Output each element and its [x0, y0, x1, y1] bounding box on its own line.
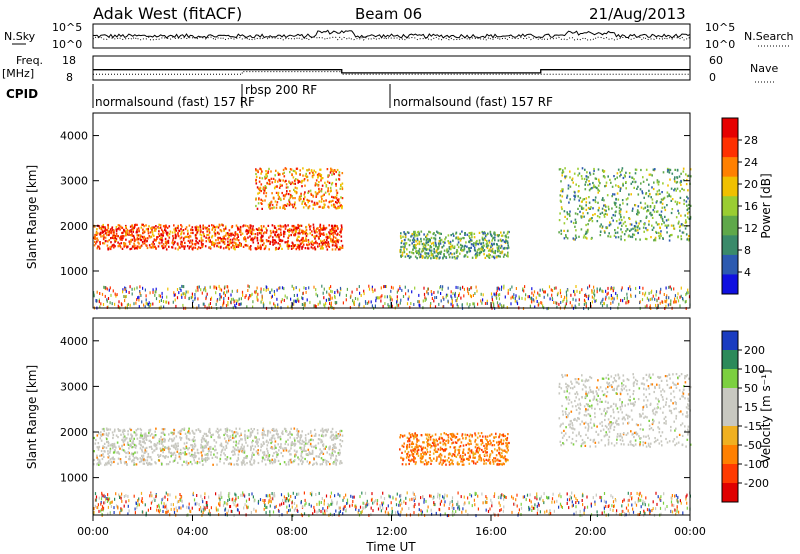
velocity-colorbar-swatch-7	[722, 464, 738, 484]
power-colorbar-swatch-2	[722, 157, 738, 178]
power-colorbar-swatch-1	[722, 137, 738, 158]
power-colorbar-swatch-8	[722, 274, 738, 295]
power-colorbar-tick-4: 12	[744, 222, 758, 235]
velocity-colorbar-tick-0: 200	[744, 344, 765, 357]
power-colorbar-tick-5: 8	[744, 244, 751, 257]
power-colorbar-swatch-3	[722, 176, 738, 197]
velocity-colorbar-swatch-0	[722, 331, 738, 351]
power-colorbar-swatch-4	[722, 196, 738, 217]
velocity-colorbar-tick-1: 100	[744, 363, 765, 376]
velocity-scatter	[93, 373, 692, 518]
velocity-colorbar-tick-6: -100	[744, 458, 769, 471]
freq-trace	[93, 69, 690, 74]
velocity-colorbar-swatch-2	[722, 369, 738, 389]
nave-label: Nave	[750, 62, 778, 75]
velocity-ytick-2: 3000	[60, 380, 88, 393]
time-tick-6: 00:00	[674, 525, 706, 538]
freq-tick-bottom: 8	[66, 71, 73, 84]
velocity-colorbar-tick-5: -50	[744, 439, 762, 452]
nsky-trace	[92, 29, 691, 39]
station-title: Adak West (fitACF)	[93, 4, 242, 23]
velocity-colorbar-tick-2: 50	[744, 382, 758, 395]
nsky-tick-top: 10^5	[52, 21, 82, 34]
velocity-colorbar-swatch-1	[722, 350, 738, 370]
nsky-tick-bottom: 10^0	[52, 38, 82, 51]
nsky-strip: N.Sky 10^5 10^0 10^5 10^0 N.Search	[4, 21, 794, 51]
nsearch-tick-top: 10^5	[705, 21, 735, 34]
freq-label: Freq.	[16, 54, 43, 67]
power-colorbar-tick-2: 20	[744, 178, 758, 191]
power-colorbar: 28 24 20 16 12 8 4 Power [dB]	[721, 117, 773, 295]
power-colorbar-swatch-5	[722, 215, 738, 236]
nsearch-label: N.Search	[744, 30, 794, 43]
velocity-colorbar-tick-4: -15	[744, 420, 762, 433]
power-colorbar-swatch-0	[722, 118, 738, 139]
time-tick-0: 00:00	[77, 525, 109, 538]
velocity-ytick-3: 4000	[60, 335, 88, 348]
freq-tick-top: 18	[62, 54, 76, 67]
beam-title: Beam 06	[355, 5, 422, 23]
power-y-axis: 1000 2000 3000 4000	[60, 130, 690, 278]
velocity-ytick-1: 2000	[60, 426, 88, 439]
time-tick-1: 04:00	[177, 525, 209, 538]
velocity-panel: 1000 2000 3000 4000 Slant Range [km]	[25, 317, 692, 518]
velocity-colorbar-swatch-3	[722, 388, 738, 408]
power-colorbar-swatch-6	[722, 235, 738, 256]
freq-unit: [MHz]	[2, 67, 34, 80]
time-tick-2: 08:00	[276, 525, 308, 538]
nsearch-tick-bottom: 10^0	[705, 38, 735, 51]
time-tick-5: 20:00	[575, 525, 607, 538]
nsearch-trace	[92, 36, 691, 41]
cpid-segment-2: rbsp 200 RF	[245, 83, 317, 97]
velocity-colorbar-swatch-8	[722, 483, 738, 503]
nsky-label: N.Sky	[4, 30, 36, 43]
power-panel: 1000 2000 3000 4000 Slant Range [km]	[25, 112, 692, 311]
cpid-segment-1: normalsound (fast) 157 RF	[95, 95, 255, 109]
date-title: 21/Aug/2013	[589, 5, 686, 23]
power-colorbar-swatch-7	[722, 254, 738, 275]
velocity-colorbar-tick-3: 15	[744, 401, 758, 414]
velocity-colorbar: 200 100 50 15 -15 -50 -100 -200 Velocity [m s⁻¹…	[721, 330, 773, 503]
power-ytick-3: 4000	[60, 130, 88, 143]
cpid-segment-3: normalsound (fast) 157 RF	[393, 95, 553, 109]
freq-strip: Freq. [MHz] 18 8 60 0 Nave	[2, 54, 778, 84]
velocity-ylabel: Slant Range [km]	[25, 365, 39, 469]
power-ylabel: Slant Range [km]	[25, 165, 39, 269]
nave-tick-bottom: 0	[709, 71, 716, 84]
power-colorbar-tick-6: 4	[744, 266, 751, 279]
time-tick-3: 12:00	[376, 525, 408, 538]
time-axis-label: Time UT	[365, 540, 416, 554]
power-ytick-2: 3000	[60, 175, 88, 188]
velocity-colorbar-swatch-4	[722, 407, 738, 427]
velocity-colorbar-swatch-5	[722, 426, 738, 446]
power-ytick-0: 1000	[60, 265, 88, 278]
velocity-colorbar-swatch-6	[722, 445, 738, 465]
power-colorbar-tick-1: 24	[744, 156, 758, 169]
power-ytick-1: 2000	[60, 220, 88, 233]
cpid-strip: CPID normalsound (fast) 157 RF rbsp 200 …	[6, 83, 553, 109]
velocity-ytick-0: 1000	[60, 472, 88, 485]
cpid-label: CPID	[6, 87, 38, 101]
velocity-y-axis: 1000 2000 3000 4000	[60, 335, 690, 485]
velocity-colorbar-tick-7: -200	[744, 477, 769, 490]
velocity-colorbar-label: Velocity [m s⁻¹]	[759, 369, 773, 462]
time-tick-4: 16:00	[475, 525, 507, 538]
power-scatter	[93, 167, 692, 311]
nave-trace	[93, 71, 690, 75]
power-colorbar-label: Power [dB]	[759, 173, 773, 238]
power-colorbar-tick-0: 28	[744, 134, 758, 147]
time-axis: 00:00 04:00 08:00 12:00 16:00 20:00 00:00	[77, 302, 706, 538]
power-colorbar-tick-3: 16	[744, 200, 758, 213]
nave-tick-top: 60	[709, 54, 723, 67]
